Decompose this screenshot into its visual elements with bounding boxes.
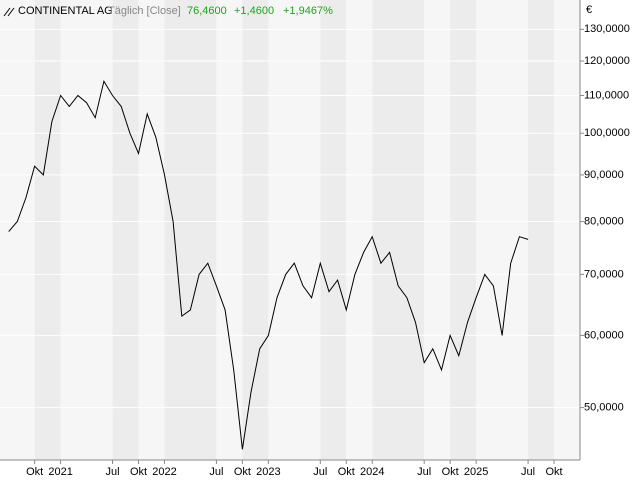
y-tick-label: 100,0000 (584, 127, 630, 139)
change: +1,4600 (234, 5, 274, 17)
x-tick-label: Okt (130, 466, 147, 478)
subtitle: Täglich [Close] (108, 5, 181, 17)
x-tick-label: Okt (26, 466, 43, 478)
x-tick-label: Jul (313, 466, 327, 478)
x-tick-label: Okt (338, 466, 355, 478)
background-band (372, 0, 425, 460)
background-band (554, 0, 580, 460)
background-band (346, 0, 373, 460)
background-band (242, 0, 269, 460)
x-tick-label: 2021 (48, 466, 72, 478)
x-tick-label: Okt (442, 466, 459, 478)
y-tick-label: 130,0000 (584, 23, 630, 35)
background-band (424, 0, 451, 460)
background-band (60, 0, 113, 460)
background-band (450, 0, 477, 460)
y-tick-label: 60,0000 (584, 329, 624, 341)
x-tick-label: Jul (417, 466, 431, 478)
background-band (34, 0, 61, 460)
x-tick-label: Okt (545, 466, 562, 478)
background-band (0, 0, 35, 460)
y-tick-label: 80,0000 (584, 215, 624, 227)
price-line (8, 79, 529, 450)
x-tick-label: Jul (106, 466, 120, 478)
y-tick-label: 120,0000 (584, 55, 630, 67)
y-tick-label: 50,0000 (584, 401, 624, 413)
background-band (476, 0, 529, 460)
chart-title: CONTINENTAL AG (18, 5, 113, 17)
y-tick-label: 110,0000 (584, 89, 629, 101)
background-band (112, 0, 139, 460)
change-percent: +1,9467% (283, 5, 333, 17)
x-tick-label: Jul (521, 466, 535, 478)
currency: € (586, 4, 592, 16)
x-tick-label: 2024 (360, 466, 384, 478)
x-tick-label: 2025 (464, 466, 488, 478)
background-band (138, 0, 165, 460)
background-band (268, 0, 321, 460)
line-icon (3, 7, 15, 17)
background-band (164, 0, 217, 460)
y-tick-label: 70,0000 (584, 268, 624, 280)
x-tick-label: Okt (234, 466, 251, 478)
x-tick-label: 2022 (152, 466, 176, 478)
last-price: 76,4600 (187, 5, 227, 17)
y-tick-label: 90,0000 (584, 169, 624, 181)
background-band (528, 0, 555, 460)
background-band (216, 0, 243, 460)
x-tick-label: 2023 (256, 466, 280, 478)
x-tick-label: Jul (209, 466, 223, 478)
background-band (320, 0, 347, 460)
